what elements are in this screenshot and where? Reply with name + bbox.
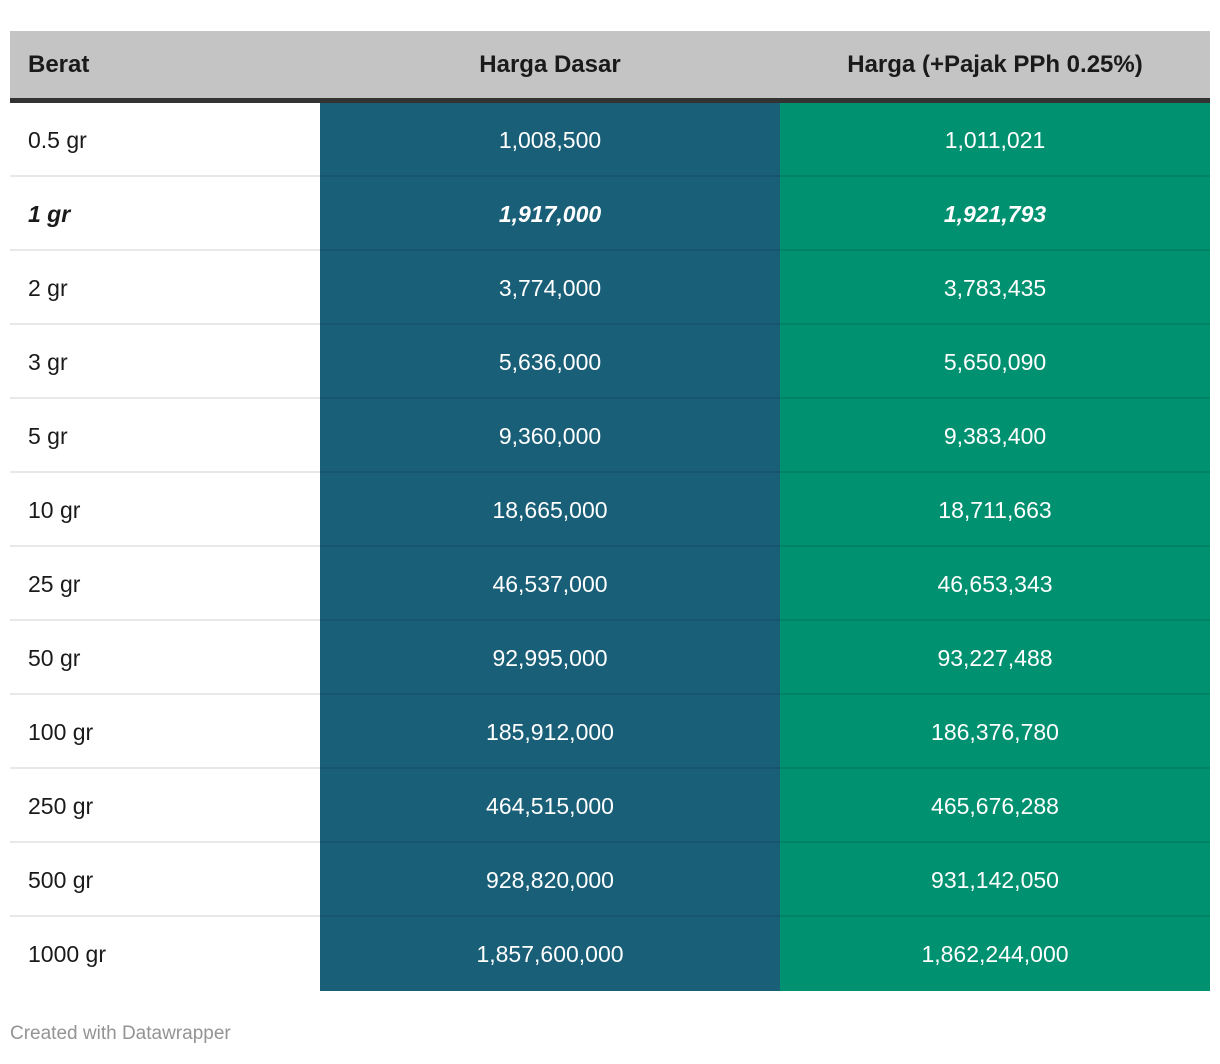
table-row: 3 gr 5,636,000 5,650,090: [10, 325, 1210, 399]
base-price-cell: 18,665,000: [320, 473, 780, 547]
base-price-cell: 1,857,600,000: [320, 917, 780, 991]
taxed-price-cell: 465,676,288: [780, 769, 1210, 843]
taxed-price-cell: 3,783,435: [780, 251, 1210, 325]
weight-cell: 3 gr: [10, 325, 320, 399]
taxed-price-cell: 18,711,663: [780, 473, 1210, 547]
taxed-price-cell: 46,653,343: [780, 547, 1210, 621]
table-row: 50 gr 92,995,000 93,227,488: [10, 621, 1210, 695]
table-row: 250 gr 464,515,000 465,676,288: [10, 769, 1210, 843]
taxed-price-cell: 186,376,780: [780, 695, 1210, 769]
base-price-cell: 5,636,000: [320, 325, 780, 399]
weight-cell: 5 gr: [10, 399, 320, 473]
weight-cell: 100 gr: [10, 695, 320, 769]
taxed-price-cell: 93,227,488: [780, 621, 1210, 695]
table-row: 5 gr 9,360,000 9,383,400: [10, 399, 1210, 473]
datawrapper-credit-link[interactable]: Created with Datawrapper: [10, 1023, 231, 1044]
table-header: Berat Harga Dasar Harga (+Pajak PPh 0.25…: [10, 31, 1210, 103]
table-row: 500 gr 928,820,000 931,142,050: [10, 843, 1210, 917]
table-row: 2 gr 3,774,000 3,783,435: [10, 251, 1210, 325]
base-price-cell: 1,008,500: [320, 103, 780, 177]
weight-cell: 2 gr: [10, 251, 320, 325]
taxed-price-cell: 9,383,400: [780, 399, 1210, 473]
table-row: 25 gr 46,537,000 46,653,343: [10, 547, 1210, 621]
base-price-cell: 46,537,000: [320, 547, 780, 621]
taxed-price-cell: 5,650,090: [780, 325, 1210, 399]
taxed-price-cell: 931,142,050: [780, 843, 1210, 917]
base-price-cell: 464,515,000: [320, 769, 780, 843]
weight-cell: 1 gr: [10, 177, 320, 251]
weight-cell: 1000 gr: [10, 917, 320, 991]
header-cell-berat: Berat: [28, 50, 90, 78]
taxed-price-cell: 1,011,021: [780, 103, 1210, 177]
weight-cell: 250 gr: [10, 769, 320, 843]
taxed-price-cell: 1,921,793: [780, 177, 1210, 251]
table-row: 1000 gr 1,857,600,000 1,862,244,000: [10, 917, 1210, 991]
base-price-cell: 9,360,000: [320, 399, 780, 473]
price-table: Berat Harga Dasar Harga (+Pajak PPh 0.25…: [10, 31, 1210, 991]
header-cell-harga-pajak: Harga (+Pajak PPh 0.25%): [847, 50, 1143, 78]
weight-cell: 10 gr: [10, 473, 320, 547]
table-footer: Created with Datawrapper: [10, 1023, 1210, 1045]
table-row: 100 gr 185,912,000 186,376,780: [10, 695, 1210, 769]
weight-cell: 50 gr: [10, 621, 320, 695]
taxed-price-cell: 1,862,244,000: [780, 917, 1210, 991]
table-row: 1 gr 1,917,000 1,921,793: [10, 177, 1210, 251]
base-price-cell: 92,995,000: [320, 621, 780, 695]
weight-cell: 500 gr: [10, 843, 320, 917]
table-body: 0.5 gr 1,008,500 1,011,021 1 gr 1,917,00…: [10, 103, 1210, 991]
table-row: 10 gr 18,665,000 18,711,663: [10, 473, 1210, 547]
header-cell-harga-dasar: Harga Dasar: [479, 50, 621, 78]
base-price-cell: 185,912,000: [320, 695, 780, 769]
weight-cell: 0.5 gr: [10, 103, 320, 177]
weight-cell: 25 gr: [10, 547, 320, 621]
base-price-cell: 928,820,000: [320, 843, 780, 917]
table-row: 0.5 gr 1,008,500 1,011,021: [10, 103, 1210, 177]
base-price-cell: 3,774,000: [320, 251, 780, 325]
base-price-cell: 1,917,000: [320, 177, 780, 251]
